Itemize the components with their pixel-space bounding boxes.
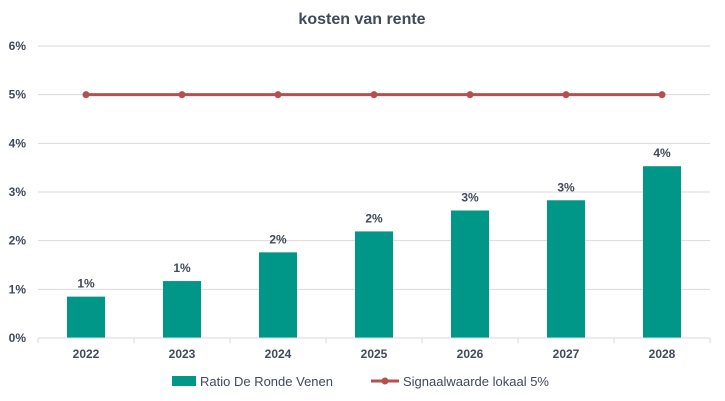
x-tick-label: 2023 (169, 347, 196, 361)
legend-bar-swatch (172, 376, 196, 386)
bar (355, 231, 393, 338)
bar (163, 281, 201, 338)
y-tick-label: 5% (9, 88, 27, 102)
chart-title: kosten van rente (298, 11, 425, 28)
bar-data-label: 1% (77, 277, 95, 291)
signal-line-point (658, 91, 666, 99)
legend-bar-label: Ratio De Ronde Venen (200, 374, 333, 389)
y-tick-label: 3% (9, 185, 27, 199)
x-tick-label: 2022 (73, 347, 100, 361)
y-axis-ticks: 0% 1% 2% 3% 4% 5% 6% (9, 39, 27, 345)
x-axis: 2022 2023 2024 2025 2026 2027 2028 (37, 337, 711, 361)
x-tick-label: 2027 (553, 347, 580, 361)
bar-data-label: 2% (269, 232, 287, 246)
x-tick-label: 2026 (457, 347, 484, 361)
bar (259, 252, 297, 338)
signal-line-point (562, 91, 570, 99)
y-tick-label: 4% (9, 136, 27, 150)
legend: Ratio De Ronde Venen Signaalwaarde lokaa… (172, 374, 549, 389)
y-tick-label: 1% (9, 282, 27, 296)
data-labels: 1% 1% 2% 2% 3% 3% 4% (77, 146, 671, 290)
y-tick-label: 2% (9, 234, 27, 248)
signal-line-point (178, 91, 186, 99)
bar-series (67, 166, 681, 338)
bar-data-label: 4% (653, 146, 671, 160)
x-tick-label: 2025 (361, 347, 388, 361)
y-tick-label: 0% (9, 331, 27, 345)
bar (451, 210, 489, 338)
bar (643, 166, 681, 338)
x-tick-label: 2024 (265, 347, 292, 361)
bar-data-label: 2% (365, 211, 383, 225)
signal-line-point (274, 91, 282, 99)
bar-data-label: 1% (173, 261, 191, 275)
legend-line-marker (381, 377, 389, 385)
legend-line-label: Signaalwaarde lokaal 5% (403, 374, 549, 389)
signal-line-series (82, 91, 666, 99)
y-tick-label: 6% (9, 39, 27, 53)
bar (547, 200, 585, 338)
signal-line-point (82, 91, 90, 99)
bar (67, 296, 105, 338)
bar-data-label: 3% (557, 180, 575, 194)
x-tick-label: 2028 (649, 347, 676, 361)
signal-line-point (370, 91, 378, 99)
signal-line-point (466, 91, 474, 99)
bar-data-label: 3% (461, 190, 479, 204)
